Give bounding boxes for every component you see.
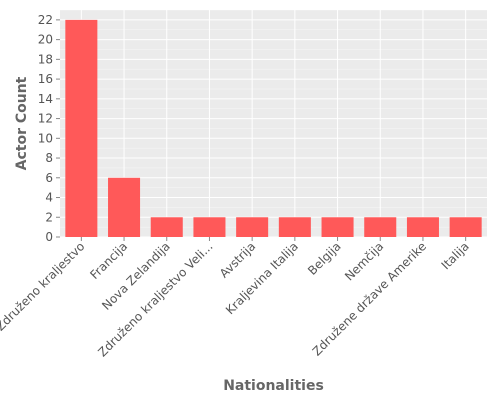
- bar-3: [193, 217, 226, 237]
- x-tick-label: Italija: [439, 239, 472, 272]
- y-axis-title: Actor Count: [14, 76, 30, 170]
- x-tick-label: Avstrija: [217, 239, 258, 280]
- y-tick-label: 12: [38, 112, 53, 126]
- y-tick-label: 2: [45, 210, 53, 224]
- y-axis-ticks: 0 2 4 6 8 10 12 14 16 18 20 22: [38, 13, 60, 244]
- bars: [65, 19, 482, 237]
- y-tick-label: 8: [45, 151, 53, 165]
- x-tick-label: Kraljevina Italija: [223, 239, 301, 317]
- bar-9: [449, 217, 482, 237]
- bar-0: [65, 19, 98, 237]
- bar-5: [278, 217, 311, 237]
- y-tick-label: 22: [38, 13, 53, 27]
- bar-8: [406, 217, 439, 237]
- y-tick-label: 16: [38, 72, 53, 86]
- y-tick-label: 14: [38, 92, 53, 106]
- y-tick-label: 4: [45, 191, 53, 205]
- x-tick-label: Belgija: [305, 239, 344, 278]
- y-tick-label: 18: [38, 52, 53, 66]
- y-tick-label: 6: [45, 171, 53, 185]
- x-tick-label: Francija: [87, 239, 130, 282]
- y-tick-label: 0: [45, 230, 53, 244]
- bar-1: [108, 177, 141, 237]
- y-tick-label: 10: [38, 131, 53, 145]
- bar-6: [321, 217, 354, 237]
- x-tick-label: Združeno kraljestvo: [0, 239, 87, 333]
- y-tick-label: 20: [38, 33, 53, 47]
- x-tick-label: Nemčija: [342, 239, 386, 283]
- bar-7: [364, 217, 397, 237]
- x-axis-title: Nationalities: [223, 378, 324, 394]
- bar-4: [236, 217, 269, 237]
- bar-2: [150, 217, 183, 237]
